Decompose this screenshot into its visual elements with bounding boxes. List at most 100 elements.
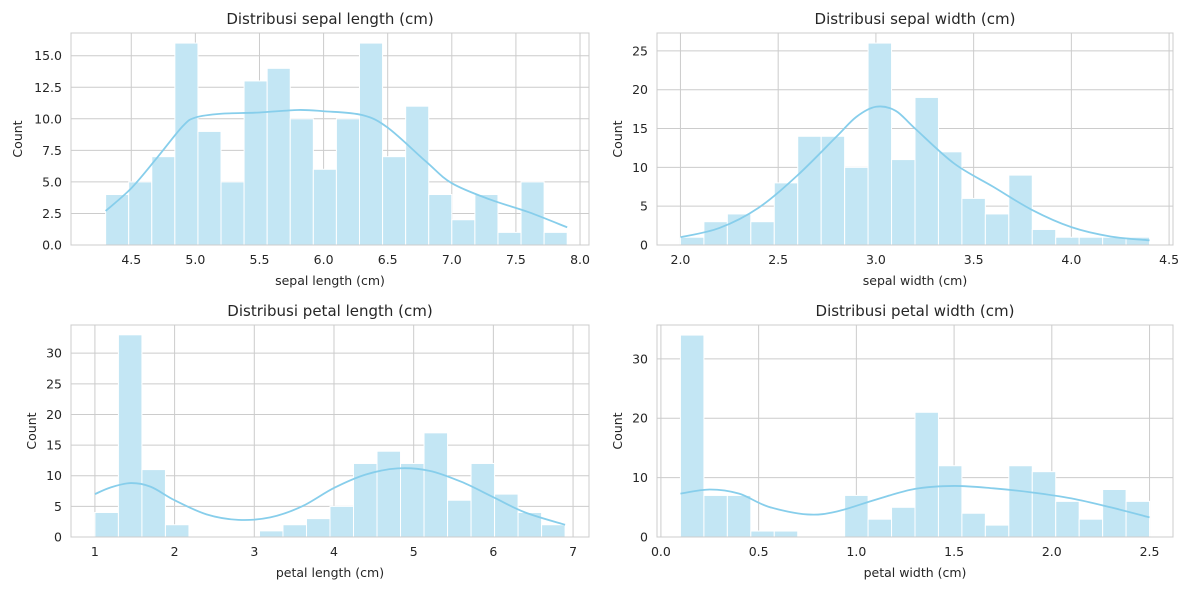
histogram-bar bbox=[541, 524, 566, 538]
y-tick-label: 0 bbox=[640, 238, 648, 253]
x-tick-label: 4.5 bbox=[121, 252, 141, 267]
chart-title: Distribusi petal length (cm) bbox=[227, 302, 432, 320]
histogram-bar bbox=[937, 465, 963, 538]
x-tick-label: 2 bbox=[171, 544, 179, 559]
kde-line bbox=[105, 109, 568, 229]
x-tick-label: 4 bbox=[330, 544, 338, 559]
x-tick-label: 5.0 bbox=[185, 252, 205, 267]
x-tick-label: 6 bbox=[489, 544, 497, 559]
histogram-bar bbox=[1008, 174, 1033, 246]
histogram-bar bbox=[867, 42, 893, 246]
x-tick-label: 6.5 bbox=[378, 252, 398, 267]
x-tick-label: 6.0 bbox=[314, 252, 334, 267]
axes-frame bbox=[656, 324, 1174, 538]
histogram-bar bbox=[428, 194, 453, 246]
histogram-bar bbox=[1078, 236, 1104, 246]
y-axis-label: Count bbox=[610, 412, 625, 449]
histogram-bar bbox=[679, 334, 705, 538]
x-tick-label: 1 bbox=[91, 544, 99, 559]
kde-line bbox=[94, 467, 566, 526]
histogram-bar bbox=[797, 135, 822, 246]
axes-frame bbox=[70, 324, 590, 538]
x-tick-label: 2.0 bbox=[671, 252, 691, 267]
y-tick-label: 10 bbox=[46, 468, 62, 483]
histogram-bar bbox=[358, 42, 384, 246]
histogram-bar bbox=[305, 518, 331, 538]
histogram-bar bbox=[117, 334, 143, 538]
histogram-bar bbox=[844, 166, 869, 246]
histogram-bar bbox=[914, 411, 939, 538]
y-tick-label: 30 bbox=[46, 346, 62, 361]
x-tick-label: 4.5 bbox=[1159, 252, 1179, 267]
histogram-bar bbox=[726, 494, 752, 538]
histogram-bar bbox=[891, 506, 916, 538]
y-tick-label: 2.5 bbox=[42, 206, 62, 221]
subplot-sepal-length: 4.5 5.0 5.5 6.0 6.5 7.0 7.5 8.0 0.0 2.5 5.0 7.5 10.0… bbox=[10, 10, 590, 288]
kde-line bbox=[680, 485, 1150, 519]
y-tick-label: 30 bbox=[632, 351, 648, 366]
x-tick-label: 0.5 bbox=[749, 544, 769, 559]
histogram-bar bbox=[703, 494, 728, 538]
chart-title: Distribusi sepal length (cm) bbox=[226, 10, 433, 28]
y-tick-label: 15 bbox=[46, 438, 62, 453]
x-tick-label: 2.5 bbox=[1140, 544, 1160, 559]
histogram-bar bbox=[151, 156, 176, 246]
histogram-bar bbox=[423, 432, 449, 538]
x-tick-label: 1.0 bbox=[846, 544, 866, 559]
y-tick-label: 0 bbox=[54, 530, 62, 545]
y-tick-label: 5.0 bbox=[42, 174, 62, 189]
histogram-bar bbox=[820, 135, 846, 246]
histogram-bar bbox=[773, 530, 799, 538]
histogram-bar bbox=[1078, 518, 1104, 538]
x-tick-label: 5.5 bbox=[250, 252, 270, 267]
y-tick-label: 0.0 bbox=[42, 238, 62, 253]
subplot-petal-width: 0.0 0.5 1.0 1.5 2.0 2.5 0 10 20 30 Distribusi peta… bbox=[610, 302, 1174, 580]
histogram-bar bbox=[447, 499, 472, 538]
histogram-bar bbox=[1102, 488, 1127, 538]
histogram-bar bbox=[1125, 500, 1151, 538]
x-tick-label: 3.5 bbox=[964, 252, 984, 267]
subplot-petal-length: 1 2 3 4 5 6 7 0 5 10 15 20 25 30 Distribusi petal leng… bbox=[24, 302, 590, 580]
histogram-bar bbox=[94, 511, 119, 538]
histogram-bar bbox=[543, 231, 568, 246]
y-tick-label: 25 bbox=[46, 376, 62, 391]
histogram-bar bbox=[750, 221, 775, 246]
histogram-bar bbox=[867, 518, 893, 538]
x-tick-label: 7 bbox=[569, 544, 577, 559]
histogram-bar bbox=[1055, 500, 1080, 538]
y-tick-label: 15 bbox=[632, 121, 648, 136]
x-tick-label: 3.0 bbox=[866, 252, 886, 267]
x-tick-label: 0.0 bbox=[651, 544, 671, 559]
histogram-bar bbox=[174, 42, 199, 246]
y-axis-label: Count bbox=[24, 412, 39, 449]
histogram-bar bbox=[961, 197, 986, 246]
y-tick-label: 20 bbox=[46, 407, 62, 422]
histogram-bar bbox=[470, 462, 496, 538]
histogram-bar bbox=[335, 118, 360, 246]
kde-line bbox=[680, 105, 1150, 242]
histogram-bar bbox=[451, 219, 476, 246]
y-tick-label: 5 bbox=[54, 499, 62, 514]
histogram-bar bbox=[289, 118, 314, 246]
chart-title: Distribusi petal width (cm) bbox=[816, 302, 1015, 320]
y-axis-label: Count bbox=[10, 120, 25, 157]
histogram-bar bbox=[141, 469, 166, 538]
histogram-bar bbox=[474, 194, 499, 246]
x-tick-label: 2.0 bbox=[1042, 544, 1062, 559]
histogram-bar bbox=[891, 159, 916, 246]
histogram-bar bbox=[258, 530, 284, 538]
y-tick-label: 0 bbox=[640, 530, 648, 545]
histogram-bar bbox=[914, 96, 939, 246]
y-tick-label: 20 bbox=[632, 411, 648, 426]
histogram-bar bbox=[220, 181, 245, 246]
y-tick-label: 20 bbox=[632, 82, 648, 97]
histogram-bar bbox=[1008, 465, 1033, 538]
histogram-bar bbox=[750, 530, 775, 538]
y-tick-label: 15.0 bbox=[34, 48, 62, 63]
histogram-bar bbox=[128, 181, 153, 246]
histogram-bar bbox=[197, 130, 222, 246]
histogram-bar bbox=[164, 524, 190, 538]
histogram-bar bbox=[405, 105, 430, 246]
histogram-bar bbox=[1031, 471, 1057, 538]
